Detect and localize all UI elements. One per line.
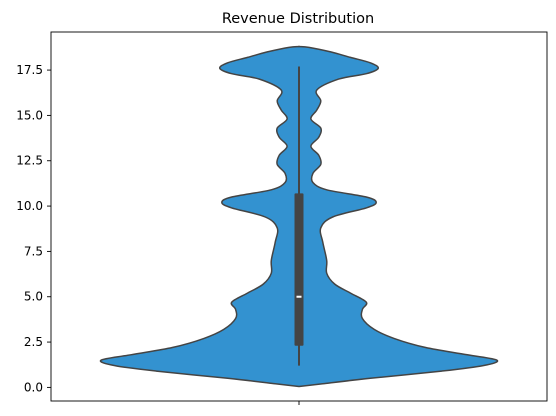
- y-tick-label: 5.0: [24, 290, 43, 304]
- y-tick-label: 12.5: [16, 154, 43, 168]
- y-tick-label: 0.0: [24, 380, 43, 394]
- y-tick-label: 17.5: [16, 63, 43, 77]
- median-marker: [296, 295, 302, 298]
- y-tick-label: 2.5: [24, 335, 43, 349]
- axes-frame: [50, 31, 548, 402]
- y-tick-label: 15.0: [16, 108, 43, 122]
- chart-title: Revenue Distribution: [222, 11, 374, 27]
- y-tick-label: 7.5: [24, 244, 43, 258]
- iqr-box: [294, 193, 304, 346]
- y-tick-label: 10.0: [16, 199, 43, 213]
- y-axis: 0.0 2.5 5.0 7.5 10.0 12.5 15.0 17.5: [16, 63, 51, 394]
- plot-area: [99, 45, 499, 388]
